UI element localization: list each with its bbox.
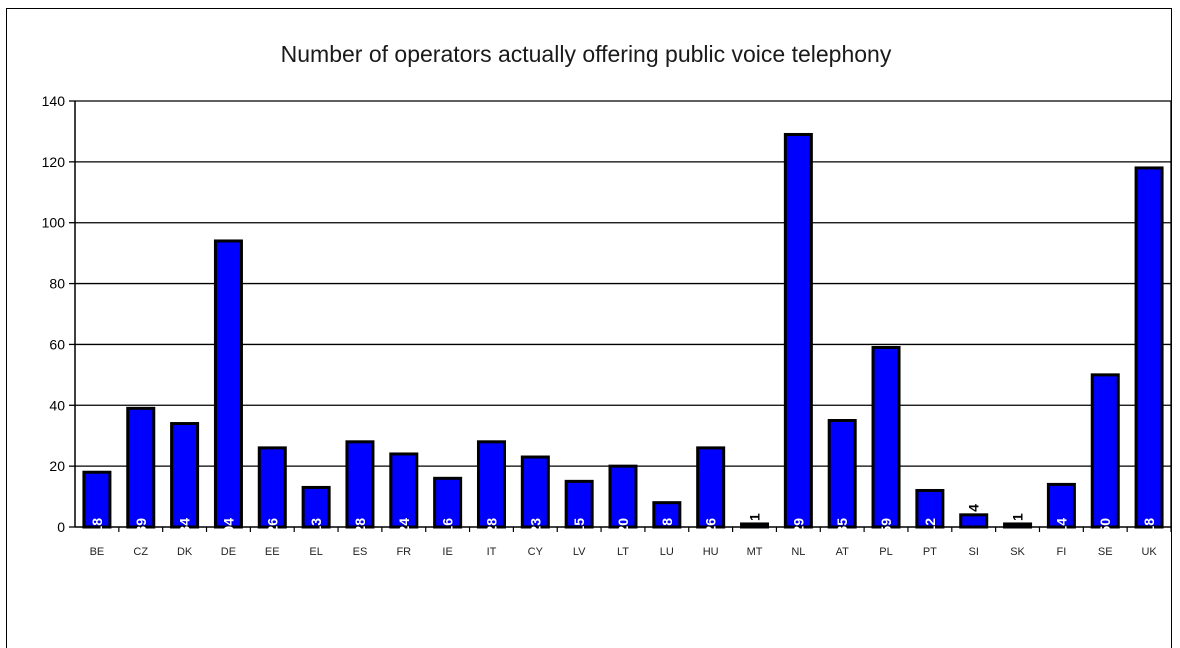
x-tick-label: IT [487,546,497,558]
bar-at [827,419,857,529]
y-tick-label: 60 [49,336,65,352]
data-label: 14 [1053,518,1069,534]
data-label: 16 [440,518,456,534]
x-tick-label: EL [309,546,322,558]
bar-se [1090,373,1120,529]
bar-dk [170,422,200,529]
data-label: 15 [571,518,587,534]
x-tick-label: IE [442,546,452,558]
bar-de [213,239,243,529]
bar-it [476,440,506,529]
data-label: 8 [659,518,675,526]
bars [82,132,1164,529]
bar-cz [126,406,156,529]
y-tick-label: 120 [42,154,66,170]
data-label: 18 [89,518,105,534]
data-labels: 18 39 34 94 26 13 28 24 16 28 23 15 20 8 26 1 129 35 59 12 4… [89,504,1157,542]
y-tick-labels: 0 20 40 60 80 100 120 140 [42,93,66,535]
bar-ie [433,476,463,529]
x-tick-label: UK [1141,546,1157,558]
data-label: 24 [396,518,412,534]
x-tick-label: PT [923,546,937,558]
bar-pt [915,488,945,529]
bar-lv [564,479,594,529]
data-label: 39 [133,518,149,534]
x-tick-label: SI [969,546,979,558]
x-tick-label: DE [221,546,236,558]
chart-title: Number of operators actually offering pu… [281,41,892,67]
x-tick-label: LT [617,546,629,558]
axes [69,100,1172,532]
x-tick-label: HU [703,546,719,558]
data-label: 28 [352,518,368,534]
x-tick-label: DK [177,546,193,558]
x-tick-label: FI [1057,546,1067,558]
data-label: 35 [834,518,850,534]
x-tick-label: MT [747,546,763,558]
x-tick-label: FR [396,546,411,558]
data-label: 118 [1141,518,1157,541]
data-label: 12 [922,518,938,534]
bar-hu [696,446,726,529]
bar-si [959,513,989,529]
bar-chart: Number of operators actually offering pu… [42,41,1172,558]
y-tick-label: 140 [42,93,66,109]
data-label: 26 [264,518,280,534]
data-label: 34 [177,518,193,534]
bar-be [82,470,112,529]
bar-uk [1134,166,1164,529]
data-label: 26 [703,518,719,534]
bar-cy [520,455,550,529]
x-tick-label: NL [791,546,805,558]
data-label: 28 [483,518,499,534]
x-tick-label: LV [573,546,586,558]
x-tick-label: SK [1010,546,1025,558]
bar-el [301,485,331,529]
x-tick-label: CY [528,546,544,558]
data-label: 23 [527,518,543,534]
data-label: 129 [790,518,806,542]
y-tick-label: 20 [49,458,65,474]
bar-fr [389,452,419,529]
data-label: 1 [1010,513,1026,521]
chart-frame [6,8,1172,648]
x-tick-label: EE [265,546,280,558]
data-label: 1 [747,513,763,521]
x-tick-labels: BE CZ DK DE EE EL ES FR IE IT CY LV LT LU HU MT NL AT PL PT… [90,546,1158,558]
data-label: 13 [308,518,324,534]
x-tick-label: CZ [133,546,148,558]
x-tick-label: ES [353,546,368,558]
bar-nl [783,132,813,529]
y-tick-label: 100 [42,215,66,231]
y-tick-label: 0 [57,519,65,535]
x-tick-label: SE [1098,546,1113,558]
bar-ee [257,446,287,529]
data-label: 20 [615,518,631,534]
x-tick-label: PL [879,546,892,558]
data-label: 4 [966,504,982,512]
bar-lt [608,464,638,529]
bar-pl [871,345,901,529]
data-label: 94 [220,518,236,534]
y-tick-label: 80 [49,276,65,292]
x-tick-label: AT [836,546,850,558]
x-tick-label: LU [660,546,674,558]
data-label: 50 [1097,518,1113,534]
x-tick-label: BE [90,546,105,558]
bar-es [345,440,375,529]
y-tick-label: 40 [49,397,65,413]
data-label: 59 [878,518,894,534]
